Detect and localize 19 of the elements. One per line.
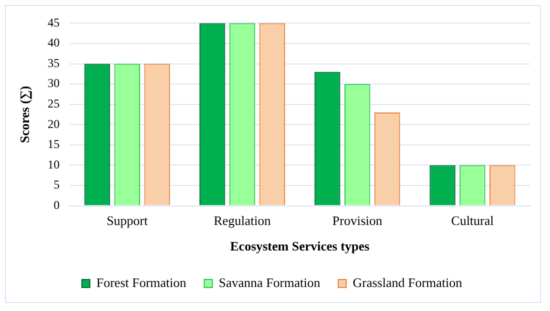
y-tick-label: 20 [48, 116, 60, 131]
y-tick-label: 0 [54, 198, 60, 212]
y-tick-label: 25 [48, 96, 60, 111]
y-tick-label: 35 [48, 56, 60, 70]
y-tick-label: 40 [48, 36, 60, 50]
x-tick-label: Provision [332, 213, 383, 228]
y-tick-label: 45 [48, 15, 60, 30]
legend-label: Savanna Formation [218, 274, 321, 290]
y-axis-title: Scores (∑) [17, 86, 32, 144]
y-tick-label: 10 [48, 157, 60, 172]
x-tick-label: Cultural [451, 213, 494, 228]
legend-label: Grassland Formation [352, 274, 463, 290]
y-tick-label: 5 [54, 178, 60, 192]
legend-label: Forest Formation [96, 274, 187, 290]
x-tick-label: Regulation [214, 213, 272, 228]
x-axis-title: Ecosystem Services types [230, 238, 370, 254]
y-tick-label: 15 [48, 137, 60, 152]
x-tick-label: Support [106, 213, 148, 228]
y-tick-label: 30 [48, 76, 60, 90]
